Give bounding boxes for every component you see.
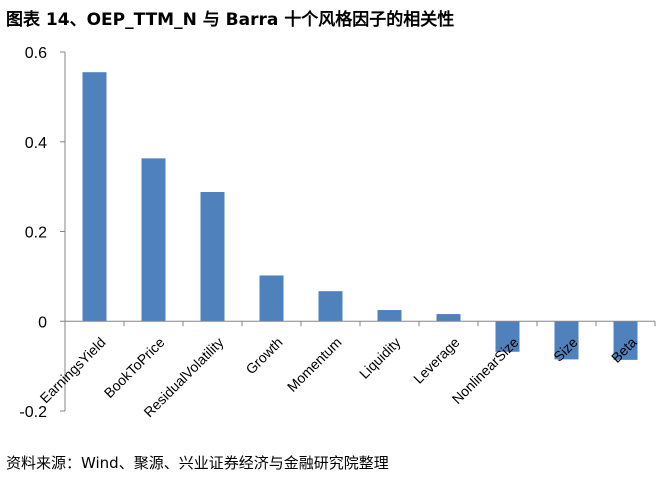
y-tick-label: 0: [38, 314, 47, 331]
bar: [436, 314, 461, 322]
bar: [141, 158, 166, 322]
bar: [200, 192, 225, 322]
x-category-label: Growth: [242, 334, 285, 377]
y-tick-label: -0.2: [19, 404, 47, 421]
bar: [613, 321, 638, 360]
bar: [554, 321, 579, 360]
bar: [259, 275, 284, 322]
figure-source-note: 资料来源：Wind、聚源、兴业证券经济与金融研究院整理: [6, 454, 389, 472]
x-category-label: Liquidity: [356, 334, 404, 382]
y-tick-label: 0.2: [25, 225, 47, 242]
x-category-label: EarningsYield: [37, 334, 109, 406]
y-tick-label: 0.6: [25, 45, 47, 62]
x-axis-category-labels: EarningsYieldBookToPriceResidualVolatili…: [37, 334, 640, 420]
bar: [82, 72, 107, 322]
bar: [377, 310, 402, 322]
x-axis-ticks: [123, 321, 656, 327]
x-category-label: Leverage: [410, 334, 463, 387]
bar: [495, 321, 520, 352]
x-category-label: Momentum: [284, 334, 345, 395]
figure-title: 图表 14、OEP_TTM_N 与 Barra 十个风格因子的相关性: [6, 10, 455, 30]
y-axis-ticks: 0.6 0.4 0.2 0 -0.2: [19, 45, 65, 421]
bar: [318, 291, 343, 322]
y-tick-label: 0.4: [25, 135, 47, 152]
bars: [82, 72, 638, 360]
